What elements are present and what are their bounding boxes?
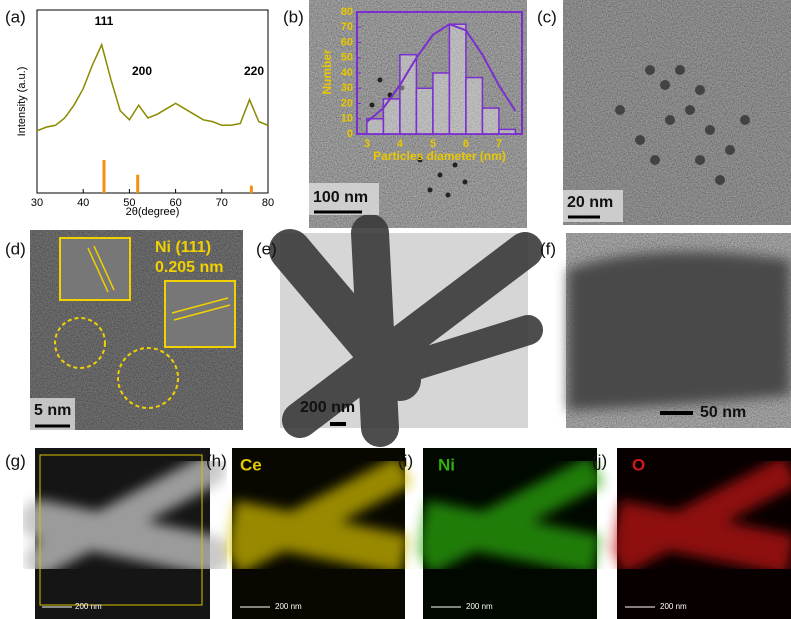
panel-label: (g)	[5, 451, 26, 470]
scale-box	[309, 183, 379, 215]
reference-bar	[136, 174, 140, 193]
hist-bar	[432, 72, 451, 135]
scale-label: 200 nm	[275, 602, 302, 611]
fit-curve	[366, 23, 517, 123]
tem-c	[563, 0, 791, 225]
x-tick-label: 3	[364, 138, 370, 150]
x-tick-label: 30	[31, 197, 43, 209]
peak-label: 200	[132, 64, 152, 78]
reference-bar	[102, 160, 106, 193]
x-tick-label: 50	[123, 197, 135, 209]
y-tick-label: 80	[341, 6, 353, 18]
element-label: O	[632, 455, 645, 474]
y-tick-label: 20	[341, 97, 353, 109]
panel-label: (f)	[540, 239, 556, 258]
x-tick-label: 70	[216, 197, 228, 209]
x-axis-label: 2θ(degree)	[126, 206, 180, 218]
y-tick-label: 10	[341, 113, 353, 125]
scale-label: 20 nm	[567, 194, 613, 211]
x-tick-label: 7	[496, 138, 502, 150]
hist-bar	[465, 76, 484, 135]
hist-bar	[399, 53, 418, 135]
tem-e	[269, 214, 543, 447]
scale-label: 200 nm	[466, 602, 493, 611]
xrd-line	[36, 42, 269, 132]
y-tick-label: 40	[341, 67, 353, 79]
hist-bar	[415, 87, 434, 135]
peak-label: 111	[95, 14, 114, 28]
scale-label: 200 nm	[75, 602, 102, 611]
scale-label: 5 nm	[34, 402, 71, 419]
y-axis-label: Number	[320, 49, 334, 95]
panel-label: (e)	[256, 239, 277, 258]
lattice-plane: Ni (111)	[155, 239, 211, 256]
stem-g	[20, 448, 230, 619]
lattice-spacing: 0.205 nm	[155, 259, 223, 276]
map-i	[415, 448, 605, 619]
x-tick-label: 40	[77, 197, 89, 209]
y-axis-label: Intensity (a.u.)	[16, 67, 28, 137]
map-j	[609, 448, 791, 619]
y-tick-label: 0	[347, 128, 353, 140]
plot-frame	[36, 9, 269, 194]
panel-label: (j)	[592, 451, 607, 470]
hist-bar	[498, 128, 517, 135]
hist-bar	[481, 107, 500, 135]
panel-label: (b)	[283, 7, 304, 26]
scale-label: 100 nm	[313, 189, 368, 206]
x-tick-label: 4	[397, 138, 404, 150]
scale-label: 50 nm	[700, 404, 746, 421]
panel-label: (d)	[5, 239, 26, 258]
panel-label: (a)	[5, 7, 26, 26]
tem-f	[566, 233, 791, 428]
x-axis-label: Particles diameter (nm)	[373, 149, 506, 163]
peak-label: 220	[244, 64, 264, 78]
hist-bar	[448, 23, 467, 135]
x-tick-label: 80	[262, 197, 274, 209]
tem-d	[30, 230, 243, 430]
x-tick-label: 60	[169, 197, 181, 209]
panel-label: (i)	[398, 451, 413, 470]
panel-label: (c)	[537, 7, 557, 26]
element-label: Ce	[240, 455, 262, 474]
y-tick-label: 60	[341, 36, 353, 48]
scale-label: 200 nm	[300, 399, 355, 416]
y-tick-label: 30	[341, 82, 353, 94]
panel-label: (h)	[206, 451, 227, 470]
x-tick-label: 5	[430, 138, 436, 150]
reference-bar	[249, 185, 253, 193]
map-h	[224, 448, 413, 619]
y-tick-label: 50	[341, 52, 353, 64]
scale-label: 200 nm	[660, 602, 687, 611]
y-tick-label: 70	[341, 21, 353, 33]
element-label: Ni	[438, 455, 455, 474]
x-tick-label: 6	[463, 138, 469, 150]
